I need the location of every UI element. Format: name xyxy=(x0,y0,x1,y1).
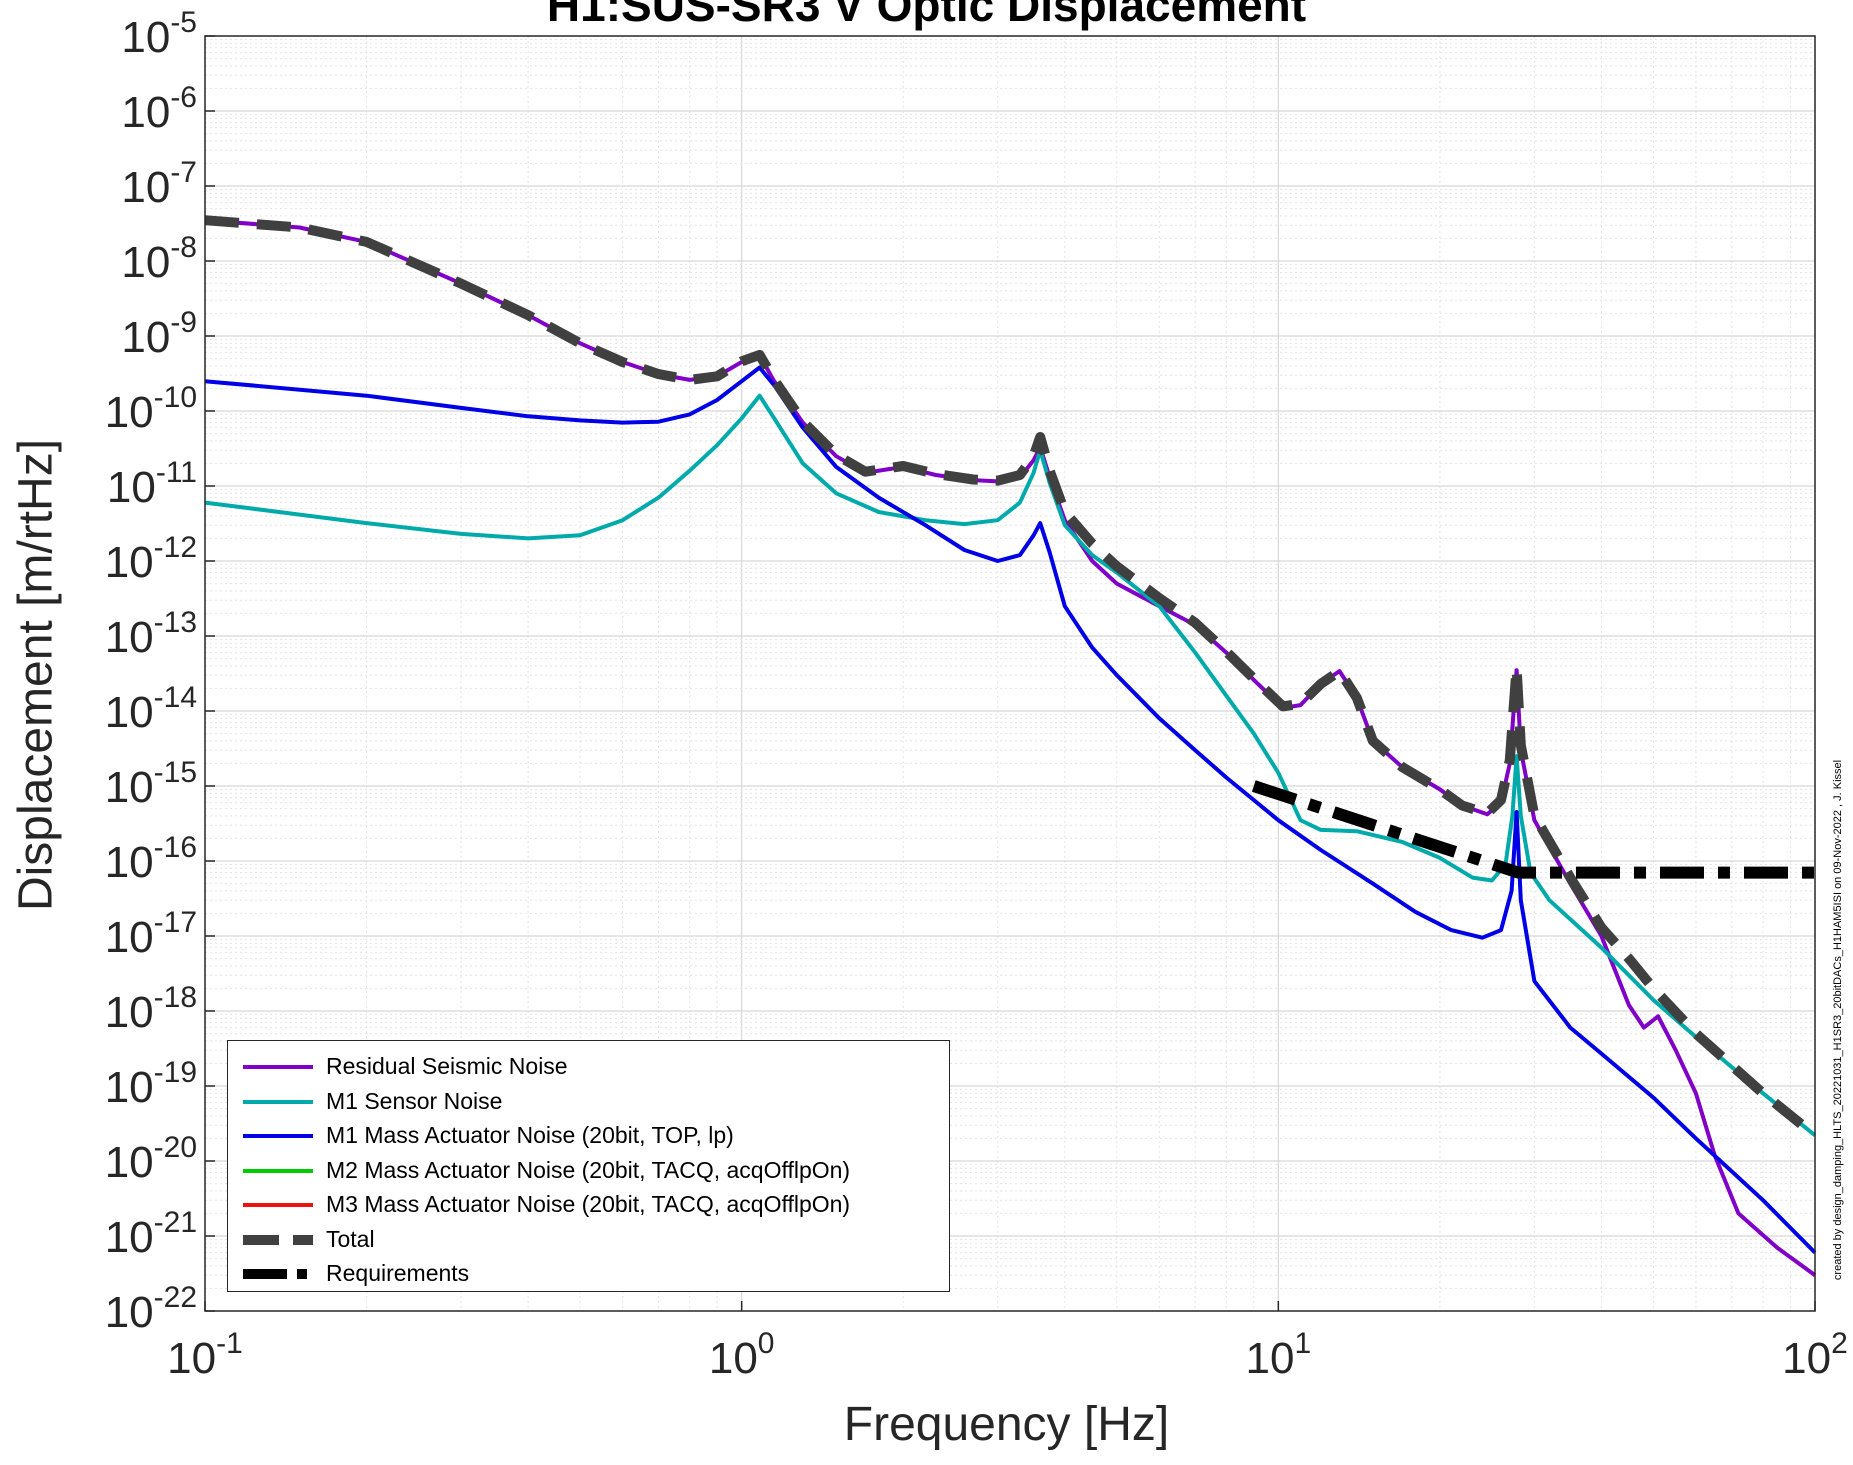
x-tick-label-3: 102 xyxy=(1782,1327,1848,1383)
y-axis-label: Displacement [m/rtHz] xyxy=(9,438,63,912)
chart-title: H1:SUS-SR3 V Optic Displacement xyxy=(546,0,1307,31)
axes-frame xyxy=(204,35,1816,1312)
x-tick-label-2: 101 xyxy=(1246,1327,1312,1383)
y-tick-label-13: 10-18 xyxy=(105,981,197,1037)
series-line-5 xyxy=(204,215,1819,1140)
legend-label-1: M1 Sensor Noise xyxy=(326,1087,503,1114)
y-tick-label-5: 10-10 xyxy=(105,381,197,437)
x-axis-label: Frequency [Hz] xyxy=(843,1398,1170,1451)
legend-item-0: Residual Seismic Noise xyxy=(228,1049,949,1084)
grid xyxy=(205,36,1815,1311)
x-tick-label-0: 10-1 xyxy=(167,1327,243,1383)
legend-item-2: M1 Mass Actuator Noise (20bit, TOP, lp) xyxy=(228,1118,949,1153)
y-tick-label-10: 10-15 xyxy=(105,756,197,812)
y-tick-label-14: 10-19 xyxy=(105,1056,197,1112)
legend-item-6: Requirements xyxy=(228,1256,949,1291)
legend-swatch-3 xyxy=(243,1168,313,1173)
legend-label-6: Requirements xyxy=(326,1260,470,1286)
y-tick-label-3: 10-8 xyxy=(121,231,197,287)
legend-label-3: M2 Mass Actuator Noise (20bit, TACQ, acq… xyxy=(326,1156,851,1183)
legend-swatch-5 xyxy=(243,1234,313,1245)
y-tick-label-15: 10-20 xyxy=(105,1131,197,1187)
y-tick-label-0: 10-5 xyxy=(121,6,197,62)
y-tick-label-7: 10-12 xyxy=(105,531,197,587)
legend-item-4: M3 Mass Actuator Noise (20bit, TACQ, acq… xyxy=(228,1187,949,1222)
legend-item-1: M1 Sensor Noise xyxy=(228,1084,949,1119)
y-tick-label-1: 10-6 xyxy=(121,81,197,137)
legend-label-2: M1 Mass Actuator Noise (20bit, TOP, lp) xyxy=(326,1122,734,1148)
series-group xyxy=(204,215,1819,1277)
legend: Residual Seismic Noise M1 Sensor Noise M1 … xyxy=(227,1040,950,1292)
legend-swatch-4 xyxy=(243,1203,313,1207)
y-tick-label-9: 10-14 xyxy=(105,681,197,737)
legend-label-4: M3 Mass Actuator Noise (20bit, TACQ, acq… xyxy=(326,1191,851,1217)
legend-item-3: M2 Mass Actuator Noise (20bit, TACQ, acq… xyxy=(228,1153,949,1188)
legend-item-5: Total xyxy=(228,1222,949,1257)
y-tick-label-12: 10-17 xyxy=(105,906,197,962)
legend-label-5: Total xyxy=(326,1225,375,1252)
tick-labels: 10-5 10-6 10-7 10-8 10-9 10-10 10-11 10-12 10-13… xyxy=(105,6,1848,1383)
credit-annotation: created by design_damping_HLTS_20221031_… xyxy=(1832,759,1844,1281)
legend-swatch-2 xyxy=(243,1134,313,1138)
y-tick-label-4: 10-9 xyxy=(121,306,197,362)
legend-swatch-6 xyxy=(243,1269,313,1279)
series-line-1 xyxy=(204,393,1817,1137)
series-line-6 xyxy=(1251,780,1815,879)
y-tick-label-6: 10-11 xyxy=(107,456,197,512)
y-tick-label-17: 10-22 xyxy=(105,1281,197,1337)
y-tick-label-8: 10-13 xyxy=(105,606,197,662)
x-tick-label-1: 100 xyxy=(709,1327,775,1383)
legend-swatch-1 xyxy=(243,1099,313,1104)
legend-swatch-0 xyxy=(243,1065,313,1069)
y-tick-label-11: 10-16 xyxy=(105,831,197,887)
y-tick-label-2: 10-7 xyxy=(121,156,197,212)
y-tick-label-16: 10-21 xyxy=(105,1206,197,1262)
legend-label-0: Residual Seismic Noise xyxy=(326,1053,568,1079)
